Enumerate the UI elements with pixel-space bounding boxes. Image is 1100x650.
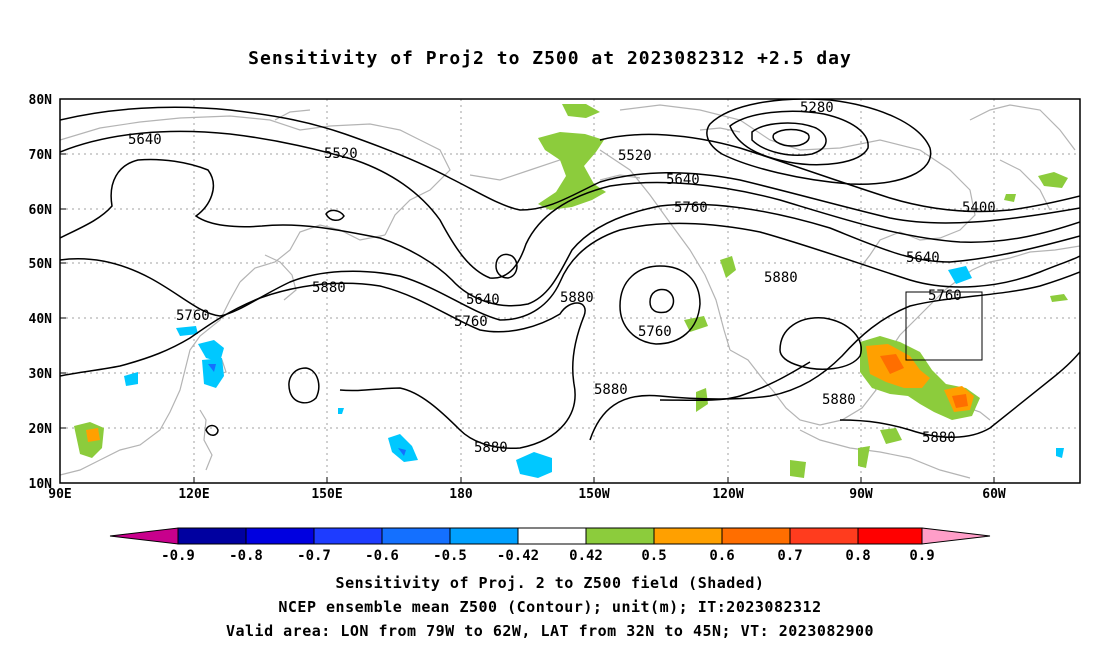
lon-label: 60W [982,487,1006,502]
contour-label: 5880 [474,440,508,456]
contour-label: 5280 [800,100,834,116]
lat-label: 10N [29,477,53,492]
contour-label: 5400 [962,200,996,216]
colorbar-segment [653,527,723,545]
lat-label: 70N [29,148,53,163]
colorbar-segment [585,527,655,545]
footer-caption-line-3: Valid area: LON from 79W to 62W, LAT fro… [225,622,875,640]
lat-label: 50N [29,257,53,272]
contour-label: 5760 [674,200,708,216]
colorbar: -0.9 -0.8 -0.7 -0.6 -0.5 -0.42 0.42 0.5 … [109,527,991,564]
lon-label: 150W [578,487,609,502]
contour-label: 5880 [922,430,956,446]
axis-ticks [60,98,995,484]
lon-label: 180 [449,487,473,502]
contour-label: 5880 [312,280,346,296]
colorbar-label: -0.7 [297,548,331,564]
contour-label: 5760 [928,288,962,304]
map-frame [59,98,1081,484]
lon-label: 120W [712,487,743,502]
colorbar-segment [245,527,315,545]
contour-label: 5880 [560,290,594,306]
lon-label: 150E [311,487,342,502]
map-title: Sensitivity of Proj2 to Z500 at 20230823… [248,48,852,69]
contour-label: 5880 [764,270,798,286]
lon-label: 90E [48,487,71,502]
contour-label: 5640 [128,132,162,148]
colorbar-label: -0.5 [433,548,467,564]
contour-label: 5880 [822,392,856,408]
contour-label: 5520 [324,146,358,162]
colorbar-label: 0.8 [845,548,870,564]
lat-label: 60N [29,203,53,218]
colorbar-segment [721,527,791,545]
colorbar-segment [449,527,519,545]
latitude-labels: 80N 70N 60N 50N 40N 30N 20N 10N [29,93,53,492]
footer-caption-line-2: NCEP ensemble mean Z500 (Contour); unit(… [278,598,822,616]
lat-label: 30N [29,367,53,382]
valid-area-box [905,291,983,361]
coastlines [60,104,1080,479]
contour-label: 5640 [666,172,700,188]
colorbar-label: 0.5 [641,548,666,564]
lon-label: 90W [849,487,873,502]
colorbar-label: -0.6 [365,548,399,564]
colorbar-label: 0.9 [909,548,934,564]
footer-caption-line-1: Sensitivity of Proj. 2 to Z500 field (Sh… [335,574,765,592]
colorbar-segment [857,527,923,545]
contour-label: 5520 [618,148,652,164]
colorbar-label: 0.42 [569,548,603,564]
contour-label: 5760 [638,324,672,340]
colorbar-high-cap [921,527,991,545]
contour-labels: 5280 5640 5520 5520 5640 5400 5760 5640 … [128,100,996,456]
z500-contours [60,99,1080,449]
colorbar-label: 0.6 [709,548,734,564]
colorbar-low-cap [109,527,179,545]
lat-label: 20N [29,422,53,437]
colorbar-segment [381,527,451,545]
lat-label: 80N [29,93,53,108]
colorbar-label: -0.9 [161,548,195,564]
contour-label: 5880 [594,382,628,398]
sensitivity-shading [74,104,1068,478]
colorbar-segment [313,527,383,545]
colorbar-label: 0.7 [777,548,802,564]
contour-label: 5760 [454,314,488,330]
longitude-labels: 90E 120E 150E 180 150W 120W 90W 60W [48,487,1006,502]
contour-label: 5760 [176,308,210,324]
contour-label: 5640 [906,250,940,266]
contour-label: 5640 [466,292,500,308]
colorbar-segment [177,527,247,545]
colorbar-segment [517,527,587,545]
colorbar-label: -0.42 [497,548,539,564]
lon-label: 120E [178,487,209,502]
colorbar-segment [789,527,859,545]
colorbar-label: -0.8 [229,548,263,564]
lat-label: 40N [29,312,53,327]
